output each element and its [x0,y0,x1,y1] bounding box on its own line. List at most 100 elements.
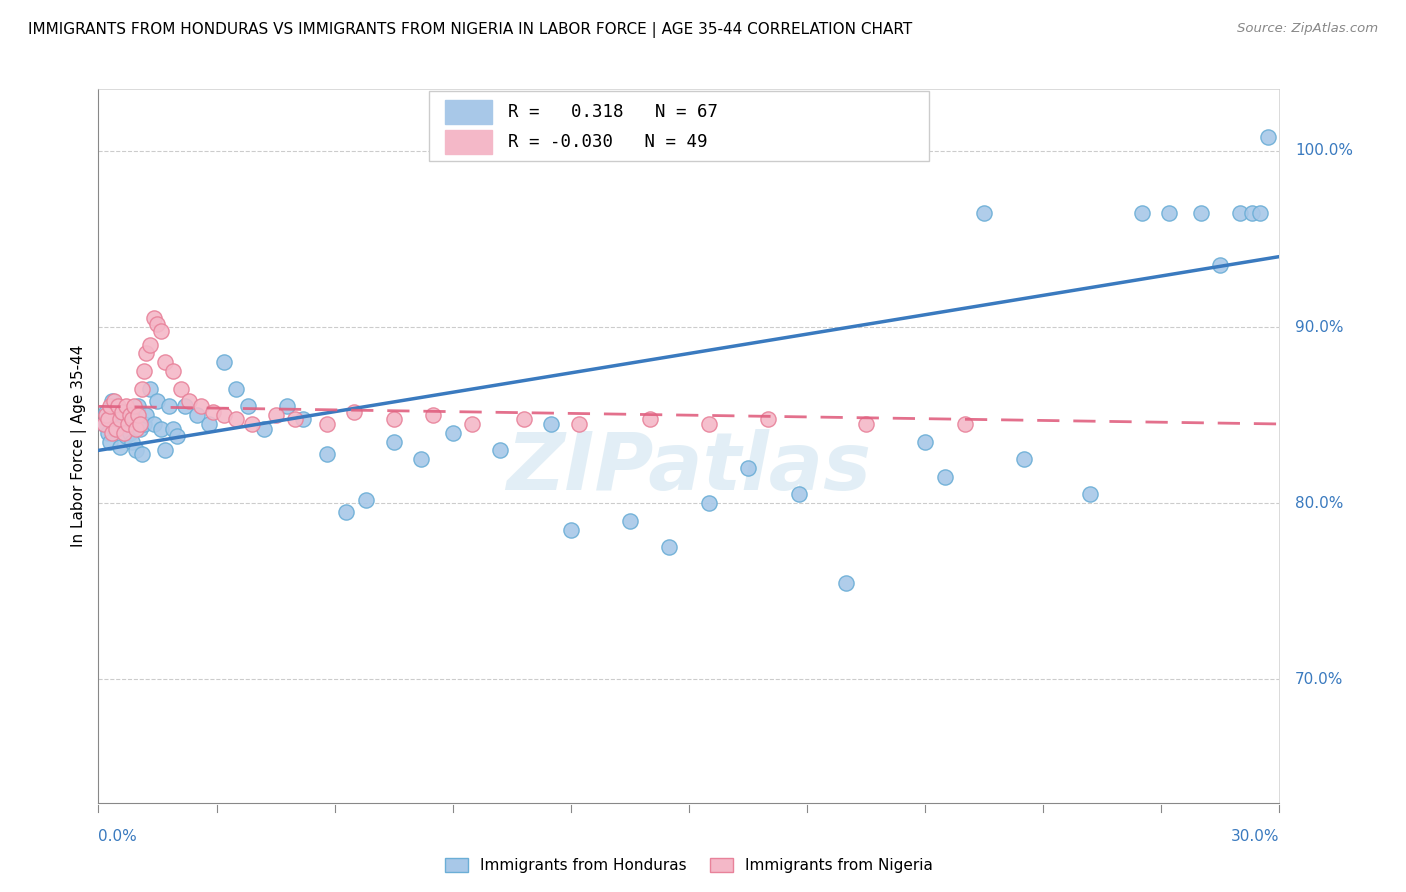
Text: IMMIGRANTS FROM HONDURAS VS IMMIGRANTS FROM NIGERIA IN LABOR FORCE | AGE 35-44 C: IMMIGRANTS FROM HONDURAS VS IMMIGRANTS F… [28,22,912,38]
Text: ZIPatlas: ZIPatlas [506,429,872,507]
Point [150,422,173,436]
Text: 80.0%: 80.0% [1295,496,1344,511]
FancyBboxPatch shape [444,129,492,154]
Point [197,417,219,431]
Point [186,408,208,422]
Point [225,382,247,396]
Point [155,355,177,369]
Point [107,400,129,414]
Point [166,429,188,443]
Point [128,417,150,431]
Point [103,394,125,409]
Point [112,417,135,431]
Point [135,408,157,422]
Point [411,452,433,467]
Point [111,404,134,418]
Point [214,355,236,369]
Text: R = -0.030   N = 49: R = -0.030 N = 49 [508,133,707,151]
Text: 100.0%: 100.0% [1295,144,1353,159]
Point [107,411,129,425]
Point [111,408,134,422]
Point [118,408,141,422]
Point [619,514,641,528]
Point [135,346,157,360]
Point [132,364,155,378]
Text: R =   0.318   N = 67: R = 0.318 N = 67 [508,103,718,121]
Point [264,408,287,422]
Point [225,411,247,425]
Point [568,417,591,431]
Point [953,417,976,431]
Point [105,422,128,436]
Point [125,443,148,458]
Text: Source: ZipAtlas.com: Source: ZipAtlas.com [1237,22,1378,36]
Point [122,400,145,414]
Point [335,505,357,519]
Point [737,461,759,475]
FancyBboxPatch shape [429,91,929,161]
Point [117,417,139,431]
Point [284,411,307,425]
Point [105,400,128,414]
Point [146,317,169,331]
Point [201,404,224,418]
Point [276,400,298,414]
Point [97,411,120,425]
Point [117,404,139,418]
Point [97,425,120,440]
Point [108,411,131,425]
Point [315,417,337,431]
Point [131,382,153,396]
Point [540,417,562,431]
Point [118,425,141,440]
Point [98,434,121,449]
Point [855,417,877,431]
Point [697,496,720,510]
Point [115,429,138,443]
Point [343,404,366,418]
Point [131,447,153,461]
Point [292,411,315,425]
Point [142,417,165,431]
Text: 0.0%: 0.0% [98,830,138,844]
Point [1240,205,1263,219]
Point [174,400,197,414]
Point [132,417,155,431]
Point [157,400,180,414]
Point [1189,205,1212,219]
Point [138,337,160,351]
Y-axis label: In Labor Force | Age 35-44: In Labor Force | Age 35-44 [72,345,87,547]
Point [560,523,582,537]
Point [155,443,177,458]
Point [315,447,337,461]
Text: 90.0%: 90.0% [1295,319,1344,334]
Point [461,417,484,431]
Point [354,492,377,507]
Point [162,422,184,436]
Point [146,394,169,409]
Point [127,408,149,422]
Point [914,434,936,449]
Point [973,205,995,219]
Point [236,400,259,414]
Point [96,408,118,422]
Text: 70.0%: 70.0% [1295,672,1344,687]
Point [835,575,858,590]
Point [127,400,149,414]
Point [756,411,779,425]
Point [125,422,148,436]
Point [697,417,720,431]
Point [240,417,263,431]
Point [1209,259,1232,273]
Point [112,425,135,440]
Point [142,311,165,326]
Point [121,411,143,425]
Point [96,404,118,418]
Point [638,411,661,425]
Legend: Immigrants from Honduras, Immigrants from Nigeria: Immigrants from Honduras, Immigrants fro… [437,850,941,880]
Text: 30.0%: 30.0% [1232,830,1279,844]
Point [1159,205,1181,219]
Point [422,408,444,422]
Point [108,440,131,454]
Point [162,364,184,378]
